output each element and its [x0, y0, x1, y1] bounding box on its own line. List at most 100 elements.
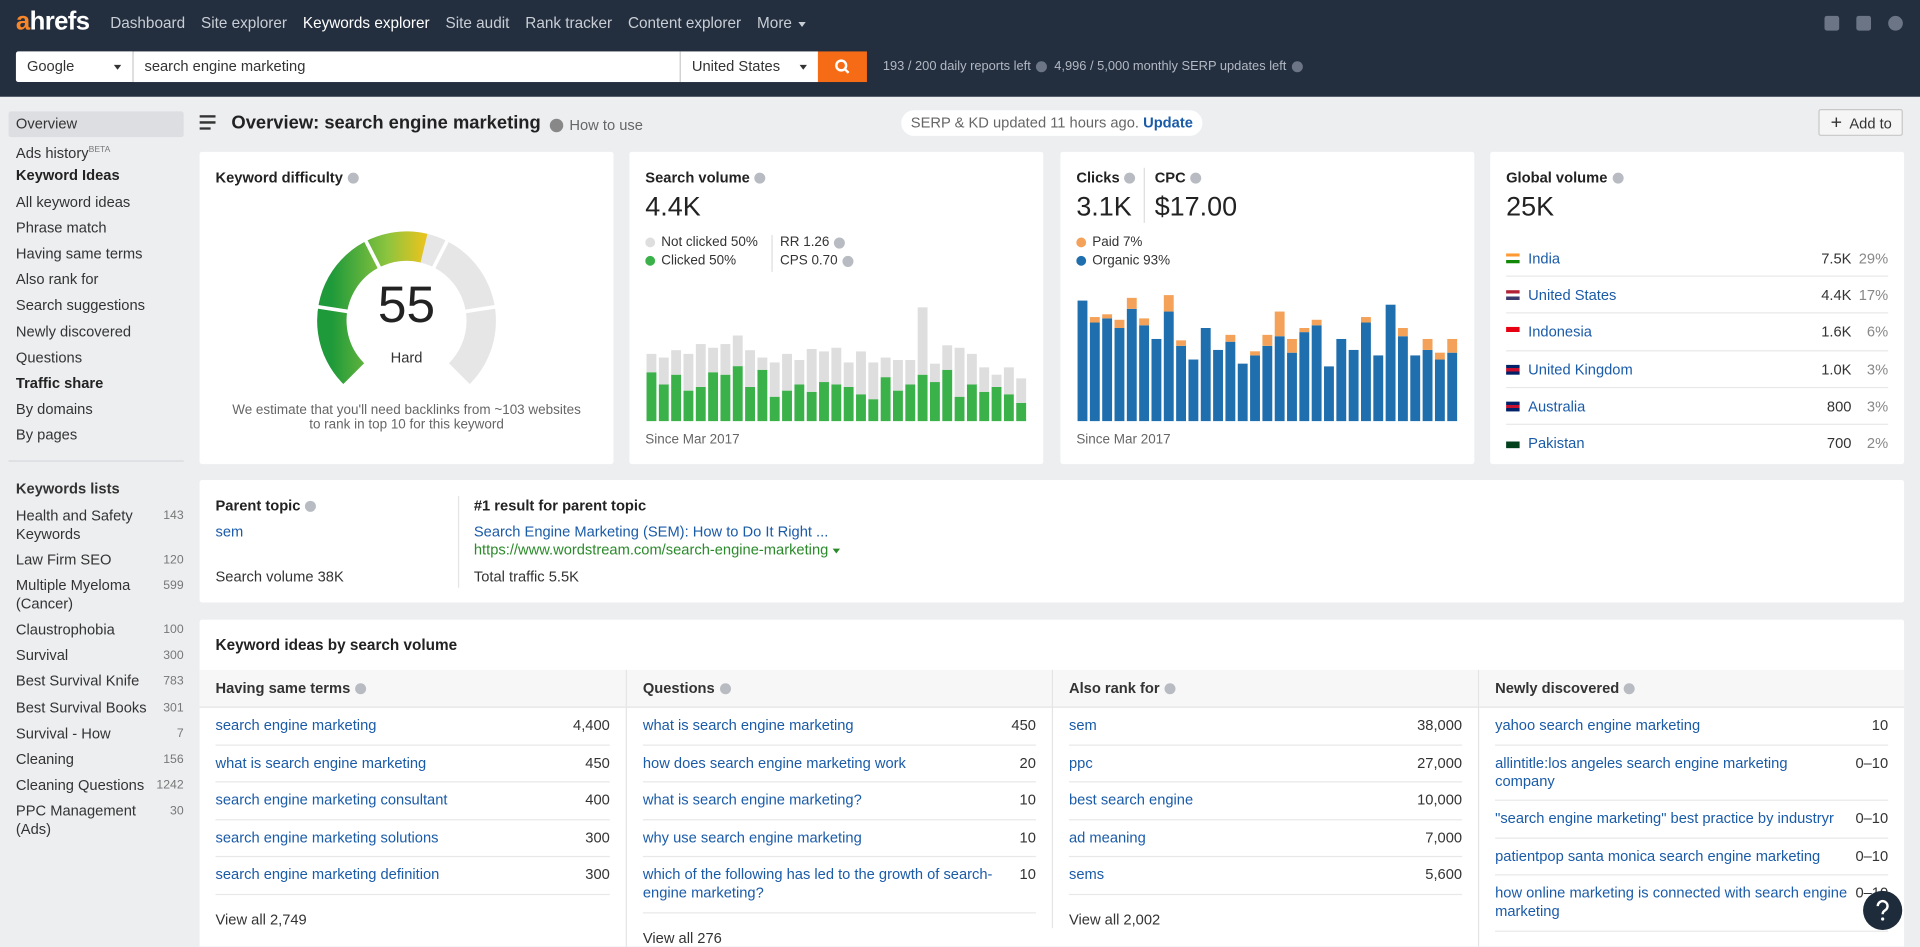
help-icon[interactable]: [1164, 683, 1176, 695]
help-icon[interactable]: [842, 255, 854, 267]
sidebar-item[interactable]: Phrase match: [9, 215, 184, 241]
menu-icon[interactable]: [199, 115, 217, 130]
sidebar-item[interactable]: Keyword Ideas: [9, 163, 184, 189]
help-button[interactable]: [1862, 890, 1903, 931]
help-icon[interactable]: [355, 683, 367, 695]
sidebar-item[interactable]: Questions: [9, 345, 184, 371]
sidebar-item[interactable]: Ads historyBETA: [9, 137, 184, 163]
country-share: 17%: [1858, 286, 1889, 304]
keyword-list[interactable]: Claustrophobia 100: [9, 617, 184, 643]
keyword-link[interactable]: what is search engine marketing?: [642, 791, 862, 809]
inbox-icon[interactable]: [1856, 15, 1872, 31]
bar: [1003, 367, 1014, 395]
country-link[interactable]: United States: [1528, 286, 1617, 304]
country-link[interactable]: Pakistan: [1528, 434, 1585, 452]
nav-item[interactable]: Site audit: [445, 14, 510, 32]
sidebar-item[interactable]: Search suggestions: [9, 293, 184, 319]
help-icon[interactable]: [754, 173, 766, 185]
view-all[interactable]: View all 2,002: [1068, 910, 1161, 928]
keyword-list[interactable]: Best Survival Knife 783: [9, 669, 184, 695]
keyword-list[interactable]: Law Firm SEO 120: [9, 547, 184, 573]
view-all[interactable]: View all 276: [642, 928, 722, 946]
keyword-link[interactable]: best search engine: [1068, 791, 1194, 809]
keyword-list[interactable]: Survival - How 7: [9, 721, 184, 747]
keyword-link[interactable]: how online marketing is connected with s…: [1495, 884, 1848, 920]
search-button[interactable]: [817, 51, 867, 83]
country-select[interactable]: United States: [680, 51, 818, 83]
query-input[interactable]: search engine marketing: [133, 51, 681, 83]
keyword-row: ppc 27,000: [1068, 745, 1463, 783]
parent-topic-link[interactable]: sem: [215, 522, 244, 541]
account-icon[interactable]: [1888, 15, 1903, 31]
keyword-link[interactable]: why use search engine marketing: [642, 828, 862, 846]
help-icon[interactable]: [834, 237, 846, 249]
nav-item[interactable]: Dashboard: [110, 14, 186, 32]
keyword-link[interactable]: search engine marketing consultant: [215, 791, 448, 809]
keyword-link[interactable]: patientpop santa monica search engine ma…: [1495, 846, 1821, 864]
help-icon[interactable]: [1624, 683, 1636, 695]
sidebar-item[interactable]: Overview: [8, 111, 184, 138]
help-icon[interactable]: [1612, 173, 1624, 185]
keyword-link[interactable]: sems: [1068, 865, 1105, 883]
keyword-list[interactable]: Health and Safety Keywords 143: [9, 503, 184, 547]
sidebar-item[interactable]: By domains: [9, 397, 184, 423]
keyword-list[interactable]: Survival 300: [9, 643, 184, 669]
bar: [671, 374, 682, 422]
keyword-list[interactable]: Multiple Myeloma (Cancer) 599: [9, 573, 184, 617]
nav-item[interactable]: Site explorer: [201, 14, 287, 32]
country-link[interactable]: United Kingdom: [1528, 360, 1633, 378]
keyword-list[interactable]: Best Survival Books 301: [9, 695, 184, 721]
keyword-link[interactable]: "search engine marketing" best practice …: [1495, 809, 1834, 827]
sidebar-item[interactable]: Traffic share: [9, 371, 184, 397]
add-to-button[interactable]: + Add to: [1818, 108, 1903, 136]
engine-select[interactable]: Google: [15, 51, 134, 83]
list-name: Best Survival Books: [15, 698, 147, 716]
keyword-link[interactable]: which of the following has led to the gr…: [642, 865, 993, 902]
nav-item[interactable]: Content explorer: [627, 14, 742, 32]
keyword-link[interactable]: search engine marketing: [215, 716, 377, 734]
nav-item[interactable]: Keywords explorer: [302, 14, 430, 32]
column-title: Also rank for: [1068, 679, 1160, 697]
help-icon[interactable]: [1035, 60, 1047, 72]
help-icon[interactable]: [305, 501, 317, 513]
keyword-link[interactable]: yahoo search engine marketing: [1495, 716, 1701, 734]
bar: [806, 391, 817, 422]
keyword-link[interactable]: allintitle:los angeles search engine mar…: [1495, 753, 1788, 790]
keyword-link[interactable]: search engine marketing definition: [215, 865, 440, 883]
keyword-list[interactable]: Cleaning Questions 1242: [9, 773, 184, 799]
help-icon[interactable]: [1190, 173, 1202, 185]
keyword-link[interactable]: ad meaning: [1068, 828, 1146, 846]
how-to-use[interactable]: How to use: [549, 116, 643, 133]
view-all[interactable]: View all 2,749: [215, 910, 307, 928]
sidebar-item[interactable]: By pages: [9, 423, 184, 449]
help-icon[interactable]: [1291, 60, 1303, 72]
sidebar-item[interactable]: Newly discovered: [9, 319, 184, 345]
keyword-list[interactable]: PPC Management (Ads) 30: [9, 799, 184, 843]
country-link[interactable]: Australia: [1528, 397, 1586, 415]
help-icon[interactable]: [347, 173, 359, 185]
sidebar-item[interactable]: Having same terms: [9, 241, 184, 267]
help-icon[interactable]: [1124, 173, 1136, 185]
result-url[interactable]: https://www.wordstream.com/search-engine…: [474, 541, 841, 558]
view-all[interactable]: View all 44: [1495, 931, 1888, 946]
nav-more[interactable]: More: [757, 15, 806, 32]
keyword-link[interactable]: what is search engine marketing: [642, 716, 854, 734]
keyword-link[interactable]: sem: [1068, 716, 1097, 734]
keyword-link[interactable]: how does search engine marketing work: [642, 753, 906, 771]
nav-item[interactable]: Rank tracker: [525, 14, 613, 32]
keyword-list[interactable]: Cleaning 156: [9, 747, 184, 773]
update-link[interactable]: Update: [1143, 113, 1193, 132]
country-link[interactable]: India: [1528, 249, 1561, 267]
sidebar-item[interactable]: All keyword ideas: [9, 189, 184, 215]
help-icon[interactable]: [719, 683, 731, 695]
notifications-icon[interactable]: [1824, 15, 1840, 31]
item-label: Keyword Ideas: [15, 166, 120, 185]
keyword-link[interactable]: ppc: [1068, 753, 1093, 771]
bar: [905, 384, 916, 422]
keyword-link[interactable]: search engine marketing solutions: [215, 828, 439, 846]
sidebar-item[interactable]: Also rank for: [9, 267, 184, 293]
result-link[interactable]: Search Engine Marketing (SEM): How to Do…: [473, 522, 829, 541]
keyword-link[interactable]: what is search engine marketing: [215, 753, 427, 771]
country-link[interactable]: Indonesia: [1528, 323, 1592, 341]
logo[interactable]: ahrefs: [15, 7, 90, 36]
